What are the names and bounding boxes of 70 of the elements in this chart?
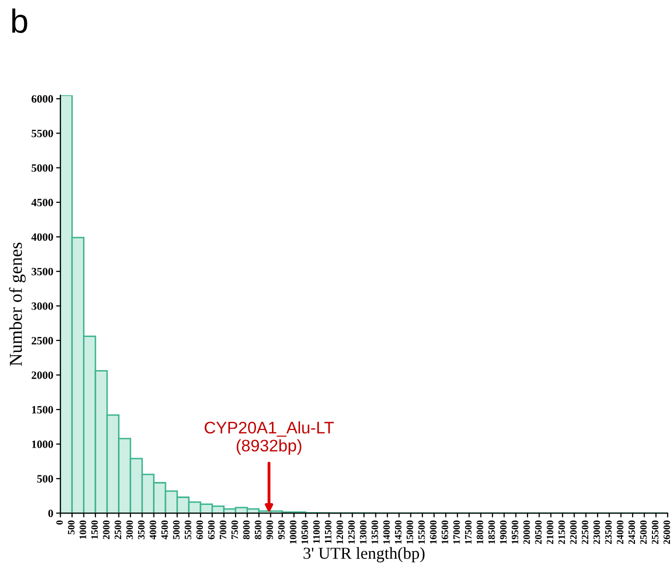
x-tick-label: 19500 bbox=[512, 520, 518, 544]
x-tick-label: 25500 bbox=[652, 520, 658, 544]
x-tick-label: 9000 bbox=[266, 520, 274, 540]
y-tick-label: 4000 bbox=[31, 233, 54, 241]
y-tick-label: 1000 bbox=[32, 440, 54, 448]
x-tick-label: 26000 bbox=[664, 520, 670, 544]
x-tick-label: 9500 bbox=[278, 520, 285, 540]
y-tick-label: 2000 bbox=[32, 371, 54, 379]
x-tick-label: 10000 bbox=[290, 520, 296, 544]
x-tick-label: 11500 bbox=[324, 520, 332, 544]
x-axis-title: 3' UTR length(bp) bbox=[304, 547, 424, 562]
y-tick-label: 1500 bbox=[32, 406, 54, 414]
x-tick-label: 3000 bbox=[126, 520, 133, 540]
x-tick-label: 4000 bbox=[150, 520, 156, 540]
x-tick-label: 3500 bbox=[138, 520, 145, 540]
x-tick-label: 19000 bbox=[500, 520, 507, 544]
x-tick-label: 23000 bbox=[593, 520, 600, 544]
x-tick-label: 15000 bbox=[406, 520, 414, 544]
x-tick-label: 500 bbox=[68, 520, 74, 534]
y-tick-label: 3500 bbox=[32, 268, 54, 276]
x-tick-label: 22500 bbox=[582, 520, 588, 544]
y-tick-label: 4500 bbox=[31, 198, 54, 206]
x-tick-label: 8500 bbox=[254, 520, 262, 540]
x-tick-label: 16000 bbox=[430, 520, 437, 544]
x-tick-label: 14000 bbox=[383, 520, 390, 544]
x-tick-label: 16500 bbox=[442, 520, 448, 544]
x-tick-label: 7000 bbox=[220, 520, 226, 539]
y-tick-label: 3000 bbox=[32, 302, 54, 310]
x-tick-label: 20000 bbox=[523, 520, 530, 544]
x-tick-label: 21500 bbox=[558, 520, 565, 544]
y-tick-label: 0 bbox=[48, 510, 54, 518]
x-tick-label: 12000 bbox=[336, 520, 344, 544]
x-tick-label: 12500 bbox=[348, 520, 355, 544]
x-tick-label: 20500 bbox=[535, 520, 542, 544]
x-tick-label: 7500 bbox=[231, 520, 238, 539]
y-tick-label: 5500 bbox=[32, 130, 54, 138]
x-tick-label: 24000 bbox=[616, 520, 624, 544]
x-tick-label: 17000 bbox=[453, 520, 460, 544]
x-tick-label: 1500 bbox=[91, 520, 98, 539]
y-tick-label: 6000 bbox=[32, 95, 54, 103]
x-tick-label: 18000 bbox=[476, 520, 484, 544]
x-tick-label: 13500 bbox=[372, 520, 378, 544]
x-tick-label: 24500 bbox=[628, 520, 636, 544]
chart-title: b bbox=[12, 8, 28, 33]
x-tick-label: 8000 bbox=[243, 520, 250, 540]
y-tick-label: 500 bbox=[37, 475, 54, 483]
x-tick-label: 25000 bbox=[640, 520, 647, 544]
x-tick-label: 0 bbox=[56, 520, 63, 525]
x-tick-label: 23500 bbox=[605, 520, 612, 544]
x-tick-label: 4500 bbox=[161, 520, 168, 540]
x-tick-label: 17500 bbox=[464, 520, 472, 544]
x-tick-label: 6500 bbox=[208, 520, 215, 540]
annotation: CYP20A1_Alu-LT (8932bp) bbox=[204, 421, 334, 455]
x-tick-label: 6000 bbox=[196, 520, 203, 540]
x-tick-label: 5000 bbox=[173, 520, 180, 540]
x-tick-label: 18500 bbox=[488, 520, 495, 544]
x-tick-label: 13000 bbox=[360, 520, 366, 544]
y-tick-label: 2500 bbox=[32, 336, 54, 344]
x-tick-label: 22000 bbox=[570, 520, 577, 544]
x-tick-label: 15500 bbox=[418, 520, 425, 544]
y-tick-label: 5000 bbox=[32, 164, 54, 172]
x-tick-label: 5500 bbox=[184, 520, 192, 540]
x-tick-label: 11000 bbox=[313, 520, 320, 544]
x-tick-label: 14500 bbox=[394, 520, 402, 544]
x-tick-label: 1000 bbox=[80, 520, 86, 539]
y-axis-title: Number of genes bbox=[9, 242, 26, 366]
x-tick-label: 21000 bbox=[546, 520, 554, 544]
x-tick-label: 2500 bbox=[114, 520, 122, 540]
x-tick-label: 10500 bbox=[302, 520, 308, 544]
x-tick-label: 2000 bbox=[102, 520, 110, 540]
